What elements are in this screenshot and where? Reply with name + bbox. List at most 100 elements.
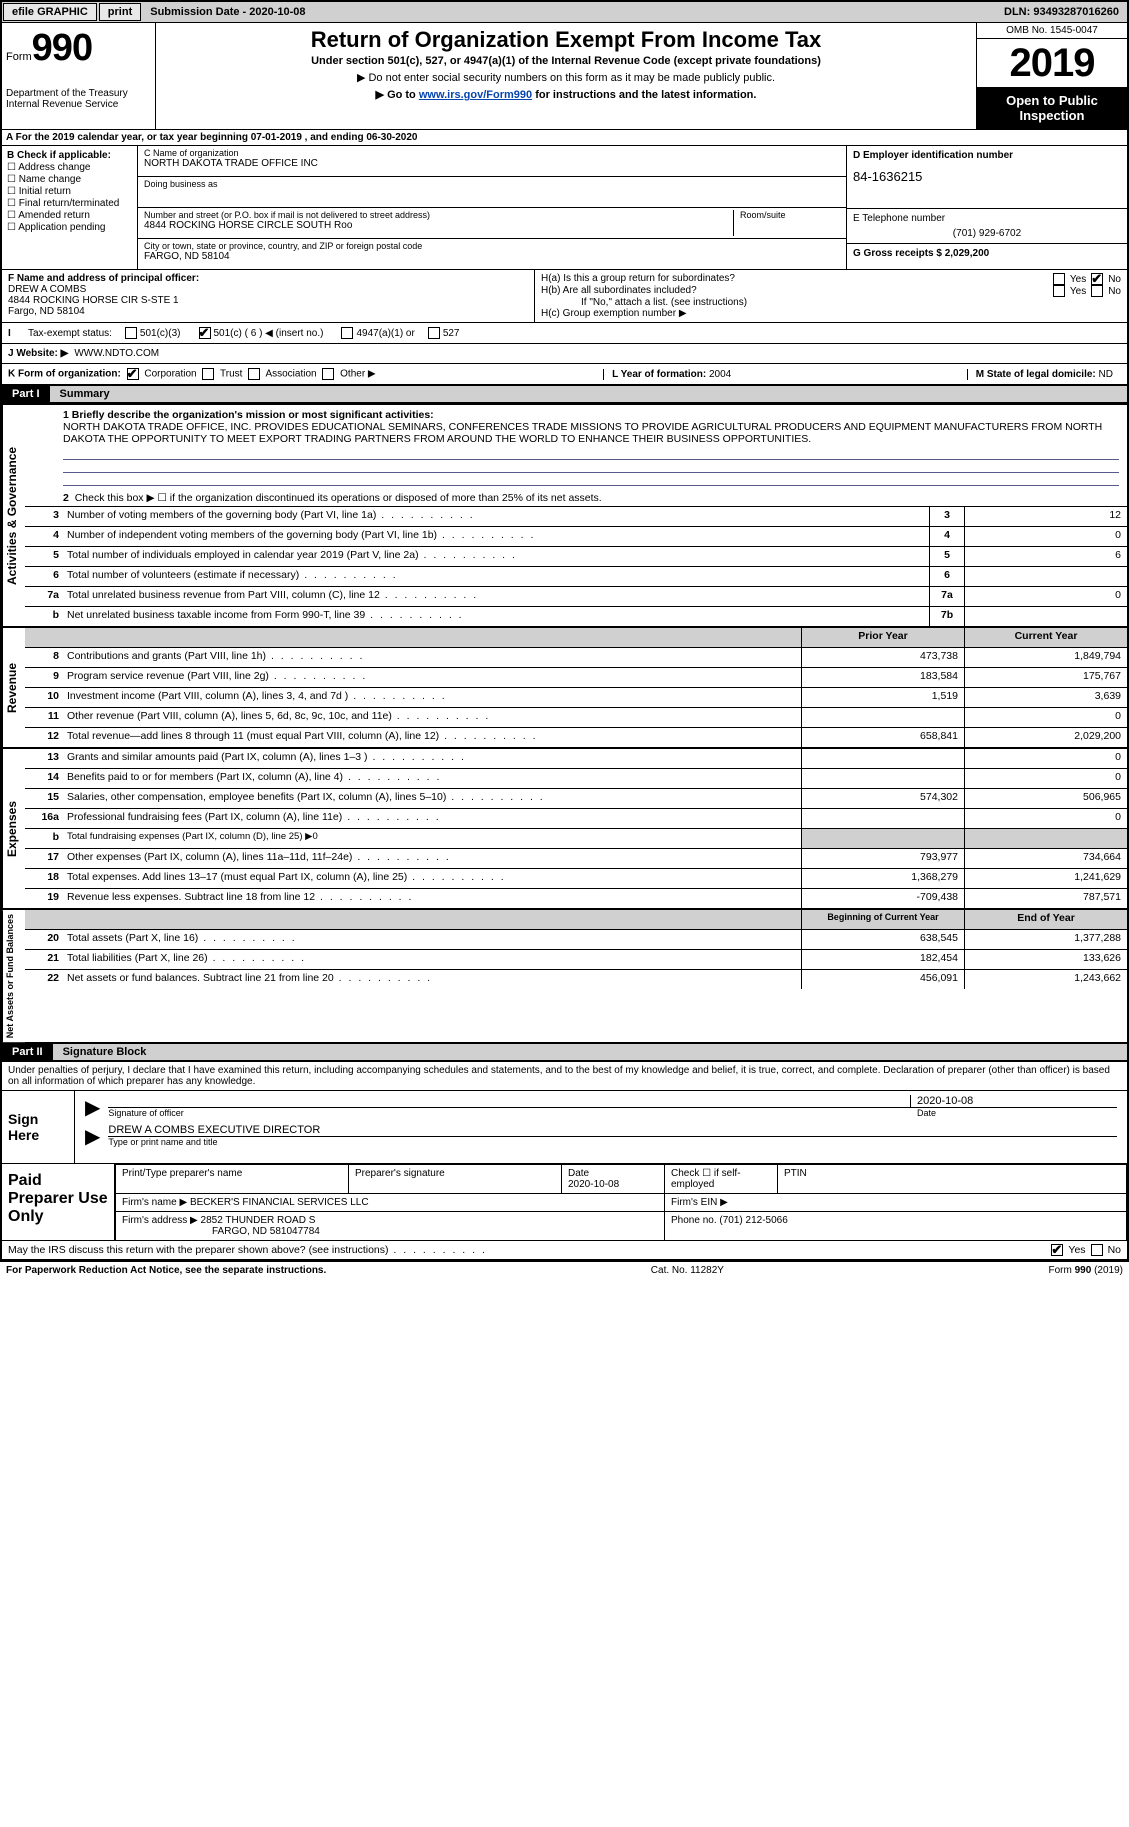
part2-header: Part II Signature Block [2, 1042, 1127, 1062]
officer-name: DREW A COMBS EXECUTIVE DIRECTOR [108, 1124, 1117, 1137]
footer-right: Form 990 (2019) [1049, 1265, 1123, 1276]
cb-527[interactable] [428, 327, 440, 339]
gross-row: G Gross receipts $ 2,029,200 [847, 244, 1127, 263]
cb-corp[interactable] [127, 368, 139, 380]
org-name-row: C Name of organization NORTH DAKOTA TRAD… [138, 146, 846, 177]
dept-treasury: Department of the Treasury Internal Reve… [6, 88, 151, 110]
rev-line-10: 10Investment income (Part VIII, column (… [25, 687, 1127, 707]
submission-date: Submission Date - 2020-10-08 [142, 4, 313, 20]
k-row: K Form of organization: Corporation Trus… [2, 363, 1127, 384]
tax-status-row: I Tax-exempt status: 501(c)(3) 501(c) ( … [2, 322, 1127, 343]
sig-arrow-icon-2: ▶ [85, 1124, 100, 1149]
cb-name[interactable]: ☐ Name change [7, 174, 132, 185]
bal-line-22: 22Net assets or fund balances. Subtract … [25, 969, 1127, 989]
side-expenses: Expenses [2, 749, 25, 908]
gov-line-3: 3Number of voting members of the governi… [25, 506, 1127, 526]
form-container: efile GRAPHIC print Submission Date - 20… [0, 0, 1129, 1261]
preparer-table: Print/Type preparer's name Preparer's si… [115, 1164, 1127, 1240]
exp-line-17: 17Other expenses (Part IX, column (A), l… [25, 848, 1127, 868]
bal-line-20: 20Total assets (Part X, line 16)638,5451… [25, 929, 1127, 949]
exp-line-15: 15Salaries, other compensation, employee… [25, 788, 1127, 808]
cb-trust[interactable] [202, 368, 214, 380]
cb-other[interactable] [322, 368, 334, 380]
sign-here-label: Sign Here [2, 1091, 75, 1163]
line2: 2 Check this box ▶ ☐ if the organization… [25, 488, 1127, 506]
firm-name: BECKER'S FINANCIAL SERVICES LLC [190, 1197, 369, 1208]
discuss-row: May the IRS discuss this return with the… [2, 1240, 1127, 1259]
telephone: (701) 929-6702 [853, 224, 1121, 239]
sig-date: 2020-10-08 [910, 1095, 1117, 1107]
gov-line-4: 4Number of independent voting members of… [25, 526, 1127, 546]
part1-header: Part I Summary [2, 384, 1127, 404]
open-inspection: Open to Public Inspection [977, 87, 1127, 129]
exp-line-14: 14Benefits paid to or for members (Part … [25, 768, 1127, 788]
cb-address[interactable]: ☐ Address change [7, 162, 132, 173]
header-right: OMB No. 1545-0047 2019 Open to Public In… [976, 23, 1127, 129]
org-name: NORTH DAKOTA TRADE OFFICE INC [144, 158, 840, 169]
period-row: A For the 2019 calendar year, or tax yea… [2, 129, 1127, 145]
cb-501c[interactable] [199, 327, 211, 339]
irs-link[interactable]: www.irs.gov/Form990 [419, 89, 532, 101]
state-domicile: ND [1099, 369, 1113, 380]
gov-line-6: 6Total number of volunteers (estimate if… [25, 566, 1127, 586]
expenses-section: Expenses 13Grants and similar amounts pa… [2, 747, 1127, 908]
header: Form990 Department of the Treasury Inter… [2, 23, 1127, 129]
bal-header: Beginning of Current Year End of Year [25, 910, 1127, 929]
city-row: City or town, state or province, country… [138, 239, 846, 269]
f-h-row: F Name and address of principal officer:… [2, 269, 1127, 322]
cb-4947[interactable] [341, 327, 353, 339]
gov-line-7a: 7aTotal unrelated business revenue from … [25, 586, 1127, 606]
ein-value: 84-1636215 [853, 161, 1121, 184]
exp-line-13: 13Grants and similar amounts paid (Part … [25, 749, 1127, 768]
subtitle-1: Under section 501(c), 527, or 4947(a)(1)… [164, 55, 968, 67]
addr-row: Number and street (or P.O. box if mail i… [138, 208, 846, 239]
omb-number: OMB No. 1545-0047 [977, 23, 1127, 39]
gross-receipts: 2,029,200 [945, 248, 990, 259]
ha-yesno[interactable]: Yes No [1050, 273, 1121, 285]
exp-line-b: bTotal fundraising expenses (Part IX, co… [25, 828, 1127, 848]
sign-here-row: Sign Here ▶ 2020-10-08 Signature of offi… [2, 1090, 1127, 1163]
tax-year: 2019 [977, 39, 1127, 87]
exp-line-19: 19Revenue less expenses. Subtract line 1… [25, 888, 1127, 908]
cb-initial[interactable]: ☐ Initial return [7, 186, 132, 197]
cb-pending[interactable]: ☐ Application pending [7, 222, 132, 233]
firm-phone: (701) 212-5066 [719, 1215, 787, 1226]
rev-line-9: 9Program service revenue (Part VIII, lin… [25, 667, 1127, 687]
cb-assoc[interactable] [248, 368, 260, 380]
rev-line-11: 11Other revenue (Part VIII, column (A), … [25, 707, 1127, 727]
cb-final[interactable]: ☐ Final return/terminated [7, 198, 132, 209]
period-label: A [6, 132, 16, 143]
f-officer: F Name and address of principal officer:… [2, 270, 535, 322]
rev-line-12: 12Total revenue—add lines 8 through 11 (… [25, 727, 1127, 747]
exp-line-18: 18Total expenses. Add lines 13–17 (must … [25, 868, 1127, 888]
hb-yesno[interactable]: Yes No [1050, 285, 1121, 297]
revenue-section: Revenue Prior Year Current Year 8Contrib… [2, 626, 1127, 747]
gov-line-b: bNet unrelated business taxable income f… [25, 606, 1127, 626]
rev-header: Prior Year Current Year [25, 628, 1127, 647]
street-address: 4844 ROCKING HORSE CIRCLE SOUTH Roo [144, 220, 733, 231]
col-b: B Check if applicable: ☐ Address change … [2, 146, 138, 269]
form-label: Form [6, 51, 32, 63]
sig-arrow-icon: ▶ [85, 1095, 100, 1120]
subtitle-2: ▶ Do not enter social security numbers o… [164, 71, 968, 84]
cb-amended[interactable]: ☐ Amended return [7, 210, 132, 221]
discuss-yesno[interactable]: Yes No [1048, 1244, 1121, 1256]
col-b-header: B Check if applicable: [7, 150, 132, 161]
paid-label: Paid Preparer Use Only [2, 1164, 114, 1240]
col-d: D Employer identification number 84-1636… [846, 146, 1127, 269]
line1-label: 1 Briefly describe the organization's mi… [25, 405, 1127, 447]
footer: For Paperwork Reduction Act Notice, see … [0, 1261, 1129, 1279]
tel-row: E Telephone number (701) 929-6702 [847, 209, 1127, 244]
footer-left: For Paperwork Reduction Act Notice, see … [6, 1265, 326, 1276]
side-balances: Net Assets or Fund Balances [2, 910, 25, 1042]
subtitle-3: ▶ Go to www.irs.gov/Form990 for instruct… [164, 88, 968, 101]
mission-text: NORTH DAKOTA TRADE OFFICE, INC. PROVIDES… [63, 421, 1102, 445]
governance-section: Activities & Governance 1 Briefly descri… [2, 404, 1127, 626]
ein-row: D Employer identification number 84-1636… [847, 146, 1127, 209]
paid-preparer-row: Paid Preparer Use Only Print/Type prepar… [2, 1163, 1127, 1240]
print-button[interactable]: print [99, 3, 141, 21]
cb-501c3[interactable] [125, 327, 137, 339]
balances-section: Net Assets or Fund Balances Beginning of… [2, 908, 1127, 1042]
efile-button[interactable]: efile GRAPHIC [3, 3, 97, 21]
year-formation: 2004 [709, 369, 731, 380]
